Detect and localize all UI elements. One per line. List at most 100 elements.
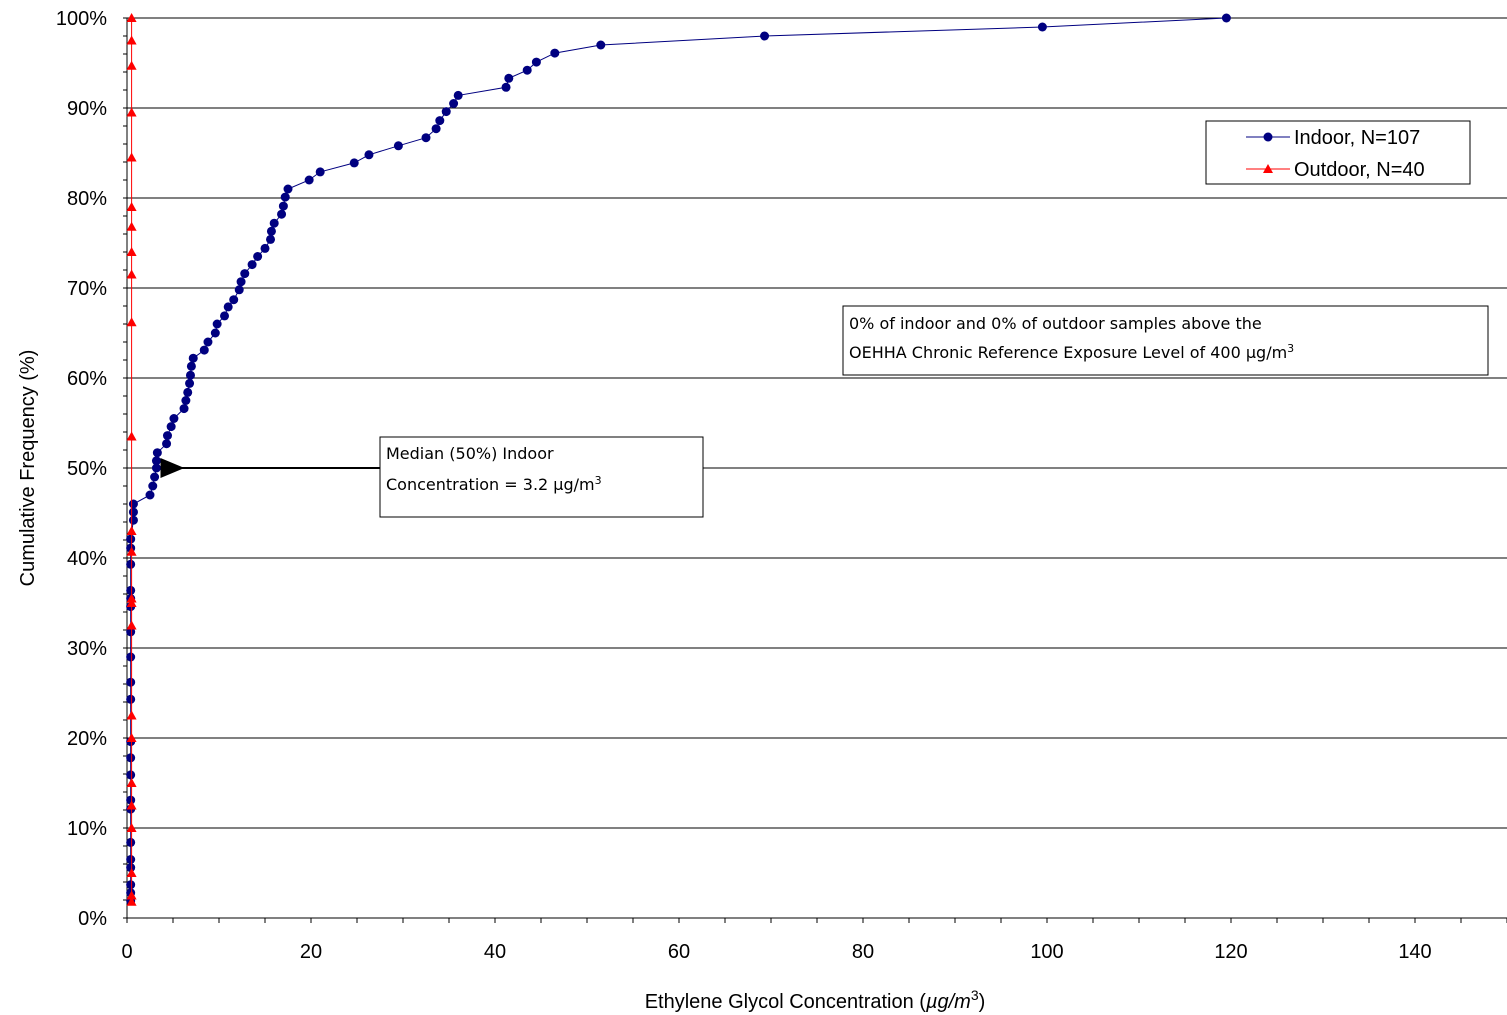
y-tick-label: 100% [56, 8, 107, 30]
outdoor-data-point [126, 868, 137, 877]
indoor-data-point [260, 243, 270, 253]
indoor-data-point [185, 378, 195, 388]
median-annotation: Median (50%) Indoor Concentration = 3.2 … [160, 436, 704, 518]
x-tick-label: 80 [852, 941, 874, 963]
x-tick-label: 0 [121, 941, 132, 963]
outdoor-data-point [126, 221, 137, 231]
outdoor-data-point [126, 546, 137, 556]
indoor-data-point [1221, 13, 1231, 23]
indoor-data-point [280, 192, 290, 202]
indoor-data-point [283, 184, 293, 194]
outdoor-data-point [126, 800, 137, 810]
x-axis-title: Ethylene Glycol Concentration (µg/m3) [645, 987, 986, 1013]
y-tick-label: 10% [67, 818, 107, 840]
outdoor-data-point [126, 733, 137, 742]
outdoor-data-point [126, 431, 137, 441]
indoor-data-point [596, 40, 606, 50]
outdoor-data-point [126, 202, 137, 211]
outdoor-data-point [126, 620, 137, 630]
indoor-data-point [126, 559, 136, 569]
indoor-data-point [531, 57, 541, 67]
rel-annotation-box [842, 305, 1489, 376]
indoor-data-point [150, 472, 160, 482]
indoor-data-point [126, 837, 136, 847]
legend-box [1205, 120, 1471, 185]
legend-indoor-marker [1263, 132, 1273, 142]
indoor-data-point [126, 880, 136, 890]
median-annotation-line1: Median (50%) Indoor [386, 444, 554, 463]
y-tick-label: 20% [67, 728, 107, 750]
series-indoor [126, 13, 1231, 906]
outdoor-data-point [126, 593, 137, 603]
indoor-data-point [277, 209, 287, 219]
x-tick-label: 140 [1398, 941, 1431, 963]
rel-annotation-line1: 0% of indoor and 0% of outdoor samples a… [849, 314, 1262, 333]
indoor-data-point [234, 285, 244, 295]
indoor-data-point [315, 167, 325, 177]
indoor-data-point [126, 534, 136, 544]
indoor-data-point [126, 677, 136, 687]
indoor-data-point [229, 295, 239, 305]
indoor-data-point [501, 82, 511, 92]
y-tick-label: 90% [67, 98, 107, 120]
y-tick-label: 0% [78, 908, 107, 930]
outdoor-data-point [126, 35, 137, 45]
indoor-data-point [453, 90, 463, 100]
indoor-data-point [364, 150, 374, 160]
x-tick-label: 100 [1030, 941, 1063, 963]
indoor-data-point [126, 753, 136, 763]
indoor-data-point [253, 252, 263, 261]
y-tick-label: 50% [67, 458, 107, 480]
indoor-data-point [504, 73, 514, 83]
median-annotation-line2: Concentration = 3.2 µg/m3 [386, 474, 602, 495]
indoor-data-point [212, 319, 222, 329]
outdoor-data-point [126, 247, 137, 256]
indoor-data-point [126, 863, 136, 873]
y-tick-label: 40% [67, 548, 107, 570]
outdoor-data-point [126, 778, 137, 787]
x-tick-label: 120 [1214, 941, 1247, 963]
indoor-data-point [236, 277, 246, 287]
indoor-data-point [126, 585, 136, 595]
indoor-data-point [181, 396, 191, 405]
indoor-data-point [278, 201, 288, 211]
indoor-data-point [760, 31, 770, 41]
indoor-data-point [393, 141, 403, 151]
y-tick-label: 60% [67, 368, 107, 390]
indoor-data-point [421, 133, 431, 143]
indoor-data-point [304, 175, 314, 185]
indoor-data-point [162, 431, 172, 441]
indoor-data-point [266, 234, 276, 244]
indoor-data-point [126, 795, 136, 805]
y-tick-label: 30% [67, 638, 107, 660]
indoor-data-point [1037, 22, 1047, 32]
outdoor-data-point [126, 152, 137, 162]
indoor-data-point [162, 439, 172, 449]
legend-outdoor-marker [1263, 164, 1273, 173]
x-tick-label: 20 [300, 941, 322, 963]
indoor-data-point [431, 124, 441, 134]
indoor-data-point [188, 353, 198, 363]
indoor-data-point [266, 226, 276, 236]
outdoor-data-point [126, 269, 137, 279]
outdoor-data-point [126, 13, 137, 22]
indoor-data-point [247, 260, 257, 270]
series-group [126, 13, 1231, 906]
indoor-data-point [126, 627, 136, 637]
indoor-data-point [128, 515, 138, 525]
y-axis-title: Cumulative Frequency (%) [17, 350, 39, 587]
legend-indoor-label: Indoor, N=107 [1294, 127, 1420, 149]
indoor-data-point [126, 694, 136, 704]
outdoor-data-point [126, 710, 137, 720]
median-annotation-box [379, 436, 704, 518]
indoor-data-point [151, 456, 161, 466]
outdoor-data-point [126, 526, 137, 535]
outdoor-data-point [126, 896, 137, 906]
outdoor-data-point [126, 107, 137, 117]
indoor-data-point [210, 328, 220, 338]
indoor-data-point [223, 302, 233, 312]
indoor-data-point [152, 448, 162, 458]
rel-annotation-line2: OEHHA Chronic Reference Exposure Level o… [849, 342, 1294, 363]
indoor-data-point [240, 269, 250, 279]
indoor-data-point [349, 158, 359, 168]
